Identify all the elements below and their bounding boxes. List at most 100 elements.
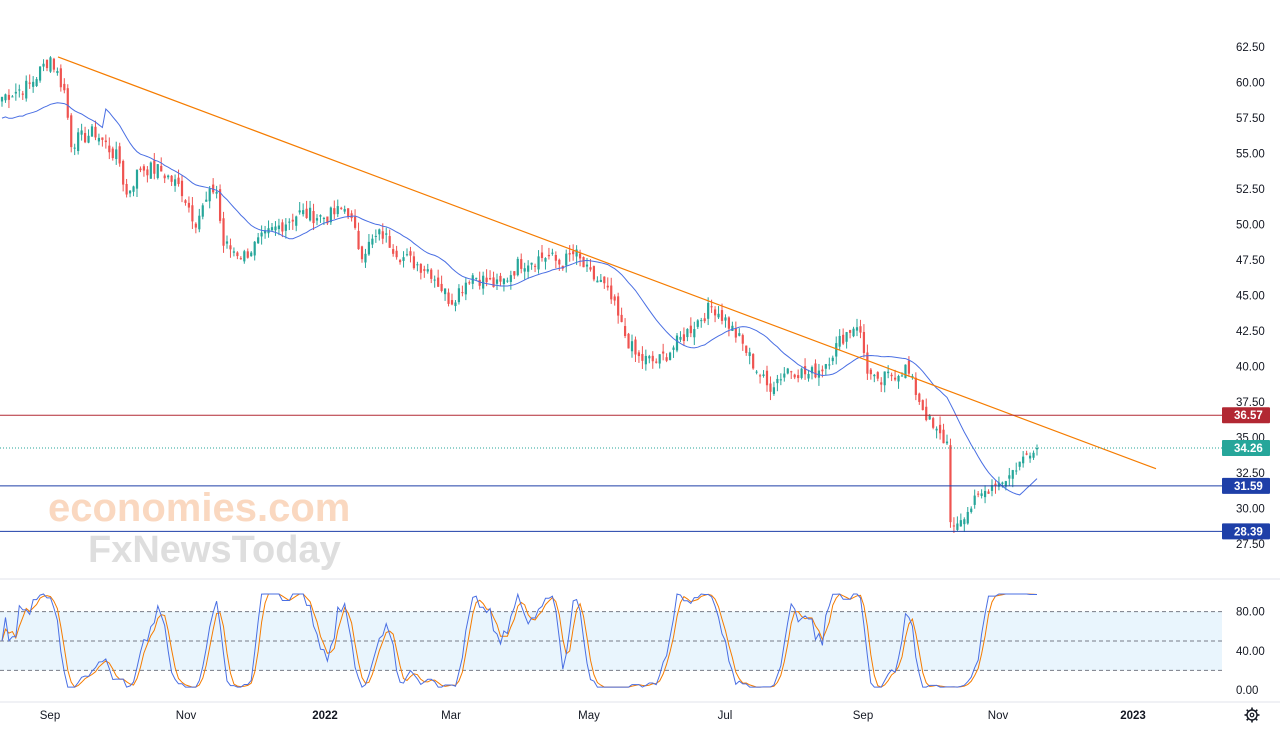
candle-body[interactable] <box>568 253 571 255</box>
candle-body[interactable] <box>793 374 796 378</box>
candle-body[interactable] <box>395 250 398 258</box>
candle-body[interactable] <box>686 329 689 338</box>
candle-body[interactable] <box>42 63 45 67</box>
candle-body[interactable] <box>492 277 495 288</box>
candle-body[interactable] <box>128 190 132 194</box>
candle-body[interactable] <box>755 371 758 373</box>
candle-body[interactable] <box>21 93 24 95</box>
candle-body[interactable] <box>983 490 987 498</box>
candle-body[interactable] <box>977 493 980 495</box>
candle-body[interactable] <box>56 71 59 74</box>
candle-body[interactable] <box>87 135 90 143</box>
candle-body[interactable] <box>980 493 983 496</box>
candle-body[interactable] <box>842 334 845 344</box>
candle-body[interactable] <box>1028 455 1032 459</box>
candle-body[interactable] <box>416 264 419 266</box>
candle-body[interactable] <box>589 267 592 270</box>
candle-body[interactable] <box>225 241 229 244</box>
candle-body[interactable] <box>218 189 222 221</box>
price-axis[interactable]: 62.50 60.00 57.50 55.00 52.50 50.00 47.50 45.00… <box>1222 42 1270 551</box>
candle-body[interactable] <box>575 249 578 257</box>
candle-body[interactable] <box>672 347 675 350</box>
candle-body[interactable] <box>381 231 384 239</box>
time-axis[interactable]: Sep Nov 2022 Mar May Jul Sep Nov 2023 <box>40 710 1146 722</box>
candle-body[interactable] <box>710 306 713 308</box>
candle-body[interactable] <box>987 491 990 494</box>
candle-body[interactable] <box>14 91 17 94</box>
candle-body[interactable] <box>990 485 994 491</box>
candle-body[interactable] <box>412 256 416 269</box>
candle-body[interactable] <box>637 352 641 357</box>
candle-body[interactable] <box>769 383 772 392</box>
candle-body[interactable] <box>530 262 533 265</box>
candle-body[interactable] <box>7 94 11 100</box>
level-tag[interactable] <box>1222 407 1270 424</box>
candle-body[interactable] <box>707 302 710 319</box>
candle-body[interactable] <box>963 519 966 525</box>
candle-body[interactable] <box>610 285 613 300</box>
candle-body[interactable] <box>970 508 973 512</box>
candle-body[interactable] <box>329 207 332 223</box>
candle-body[interactable] <box>499 275 502 282</box>
candle-body[interactable] <box>343 209 346 212</box>
candle-body[interactable] <box>298 210 301 213</box>
candle-body[interactable] <box>66 88 69 118</box>
price-pane[interactable] <box>0 56 1222 533</box>
candle-body[interactable] <box>52 58 56 70</box>
candle-body[interactable] <box>153 160 156 174</box>
candle-body[interactable] <box>651 355 654 362</box>
candle-body[interactable] <box>367 241 371 255</box>
candle-body[interactable] <box>277 225 281 230</box>
candle-body[interactable] <box>1022 456 1025 464</box>
candle-body[interactable] <box>783 373 786 378</box>
candle-body[interactable] <box>585 264 589 267</box>
candle-body[interactable] <box>527 265 530 272</box>
candle-body[interactable] <box>928 415 931 420</box>
candle-body[interactable] <box>1011 470 1014 479</box>
candle-body[interactable] <box>488 278 492 280</box>
candle-body[interactable] <box>284 224 287 231</box>
candle-body[interactable] <box>824 364 827 369</box>
candle-body[interactable] <box>883 371 886 386</box>
candle-body[interactable] <box>191 205 194 222</box>
candle-body[interactable] <box>336 206 339 215</box>
candle-body[interactable] <box>617 296 620 316</box>
candle-body[interactable] <box>776 378 779 384</box>
candle-body[interactable] <box>215 191 218 194</box>
candle-body[interactable] <box>208 188 211 202</box>
candle-body[interactable] <box>907 360 911 374</box>
candle-body[interactable] <box>938 424 942 434</box>
candle-body[interactable] <box>222 218 225 246</box>
candle-body[interactable] <box>952 525 956 527</box>
candle-body[interactable] <box>0 96 4 102</box>
candle-body[interactable] <box>198 215 201 230</box>
candle-body[interactable] <box>734 328 737 338</box>
candle-body[interactable] <box>900 375 904 377</box>
candle-body[interactable] <box>668 352 672 360</box>
candle-body[interactable] <box>187 202 191 208</box>
candle-body[interactable] <box>257 237 260 244</box>
candle-body[interactable] <box>243 251 246 262</box>
candle-body[interactable] <box>814 363 817 378</box>
candle-body[interactable] <box>887 371 890 374</box>
candle-body[interactable] <box>572 251 575 255</box>
candle-body[interactable] <box>959 520 962 527</box>
candle-body[interactable] <box>402 257 405 261</box>
candle-body[interactable] <box>973 495 976 505</box>
candle-body[interactable] <box>700 320 703 322</box>
candle-body[interactable] <box>689 325 692 334</box>
candle-body[interactable] <box>97 137 101 142</box>
candle-body[interactable] <box>326 216 329 224</box>
candle-body[interactable] <box>890 374 893 377</box>
candle-body[interactable] <box>859 326 862 333</box>
candle-body[interactable] <box>353 216 357 228</box>
trendline[interactable] <box>57 56 1157 470</box>
oscillator-pane[interactable] <box>0 592 1222 688</box>
candle-body[interactable] <box>582 257 585 268</box>
candle-body[interactable] <box>724 317 727 321</box>
candle-body[interactable] <box>713 309 717 316</box>
candle-body[interactable] <box>741 335 744 344</box>
candle-body[interactable] <box>821 369 824 372</box>
candle-body[interactable] <box>167 175 170 178</box>
